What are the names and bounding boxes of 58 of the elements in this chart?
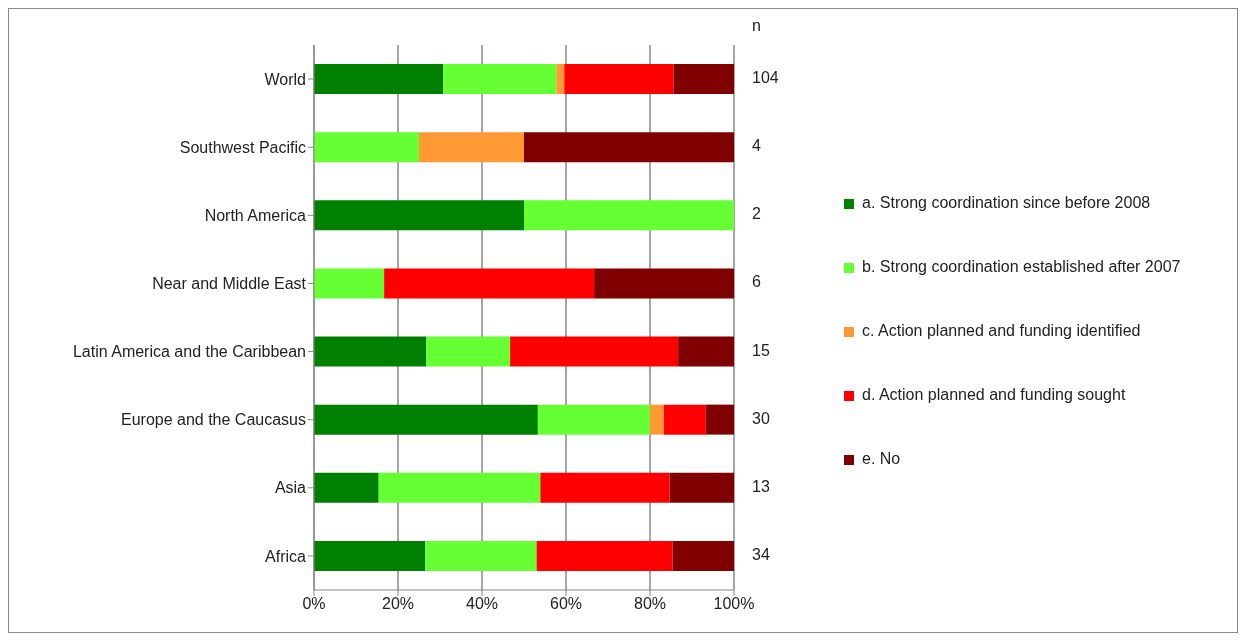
bar: [426, 336, 511, 367]
bar: [384, 268, 595, 299]
legend-label: c. Action planned and funding identified: [862, 322, 1141, 340]
x-tick-label: 100%: [713, 595, 755, 613]
bar: [540, 472, 670, 503]
y-tick-label: Africa: [265, 547, 307, 565]
text: 2: [752, 205, 761, 224]
text: 4: [752, 137, 761, 156]
legend-label: e. No: [862, 450, 901, 468]
bar: [524, 132, 734, 163]
bar: [425, 540, 537, 571]
bar: [650, 404, 664, 435]
x-tick-label: 20%: [381, 595, 415, 613]
bar: [314, 404, 538, 435]
bar: [705, 404, 734, 435]
text: 13: [752, 477, 770, 496]
legend-label: d. Action planned and funding sought: [862, 386, 1126, 404]
x-tick-label: 60%: [549, 595, 583, 613]
y-tick-label: North America: [204, 206, 307, 224]
x-tick-label: 40%: [465, 595, 499, 613]
bar: [669, 472, 734, 503]
bar: [314, 200, 524, 231]
bar: [510, 336, 679, 367]
bar: [524, 200, 734, 231]
text: 6: [752, 273, 761, 292]
bar: [556, 64, 565, 94]
x-tick-label: 80%: [633, 595, 667, 613]
x-tick-label: 0%: [302, 595, 326, 613]
y-tick-label: Southwest Pacific: [179, 138, 306, 156]
legend-label: b. Strong coordination established after 2007: [862, 258, 1181, 276]
text: 104: [752, 69, 779, 88]
bar: [678, 336, 734, 367]
bar: [314, 268, 385, 299]
y-tick-label: Near and Middle East: [152, 275, 307, 293]
bar: [594, 268, 734, 299]
bar: [537, 404, 650, 435]
bar: [378, 472, 541, 503]
text: n: [752, 17, 761, 35]
y-tick-label: Latin America and the Caribbean: [72, 343, 306, 361]
bar: [536, 540, 673, 571]
text: 34: [752, 545, 770, 564]
bar: [672, 540, 734, 571]
bar: [673, 64, 734, 94]
y-tick-label: World: [264, 70, 306, 88]
bar: [314, 540, 426, 571]
bar: [314, 336, 427, 367]
bar: [314, 132, 419, 163]
legend-label: a. Strong coordination since before 2008: [862, 194, 1151, 212]
y-tick-label: Asia: [274, 479, 307, 497]
bar: [663, 404, 706, 435]
bar: [314, 64, 444, 94]
text: 30: [752, 409, 770, 428]
text: 15: [752, 341, 770, 360]
bar: [443, 64, 557, 94]
bar: [314, 472, 379, 503]
bar: [419, 132, 524, 163]
bar: [564, 64, 674, 94]
y-tick-label: Europe and the Caucasus: [120, 411, 306, 429]
